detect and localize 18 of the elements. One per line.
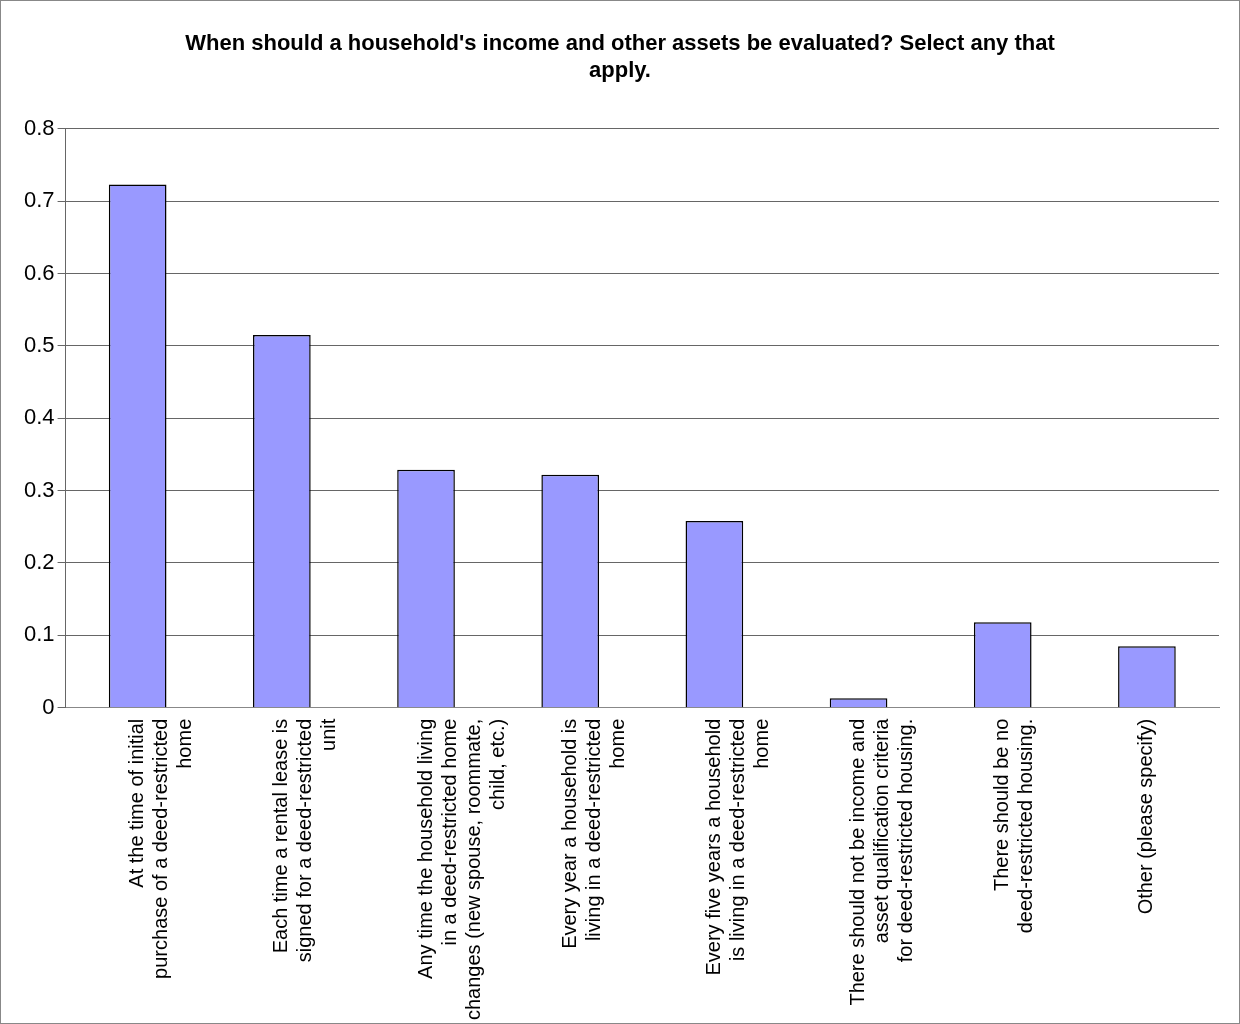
y-tick-label: 0.3 — [23, 476, 55, 502]
x-tick-label: There should be no deed-restricted housing. — [990, 718, 1037, 934]
y-tick-label: 0.1 — [23, 621, 55, 647]
y-tick-label: 0 — [42, 693, 55, 719]
x-tick-label: At the time of initial purchase of a deed-restricted home — [125, 718, 196, 979]
y-tick-label: 0.4 — [23, 404, 55, 430]
x-tick-label: Each time a rental lease is signed for a deed-restricted unit — [269, 718, 340, 963]
x-tick-label: Other (please specify) — [1134, 718, 1157, 915]
x-tick-label: Every year a household is living in a deed-restricted home — [557, 718, 628, 949]
y-tick-label: 0.6 — [23, 259, 55, 285]
x-tick-label: Every five years a household is living in a deed-restricted home — [701, 718, 772, 976]
chart-title: When should a household's income and other assets be evaluated? Select any that apply. — [185, 30, 1056, 82]
y-tick-label: 0.7 — [23, 187, 55, 213]
x-tick-label: Any time the household living in a deed-restricted home changes (new spouse, roommate, child, etc.) — [413, 718, 508, 1021]
x-tick-label: There should not be income and asset qualification criteria for deed-restricted housing. — [846, 717, 917, 1006]
y-tick-label: 0.8 — [23, 114, 55, 140]
y-tick-label: 0.5 — [23, 331, 55, 357]
y-tick-label: 0.2 — [23, 549, 55, 575]
